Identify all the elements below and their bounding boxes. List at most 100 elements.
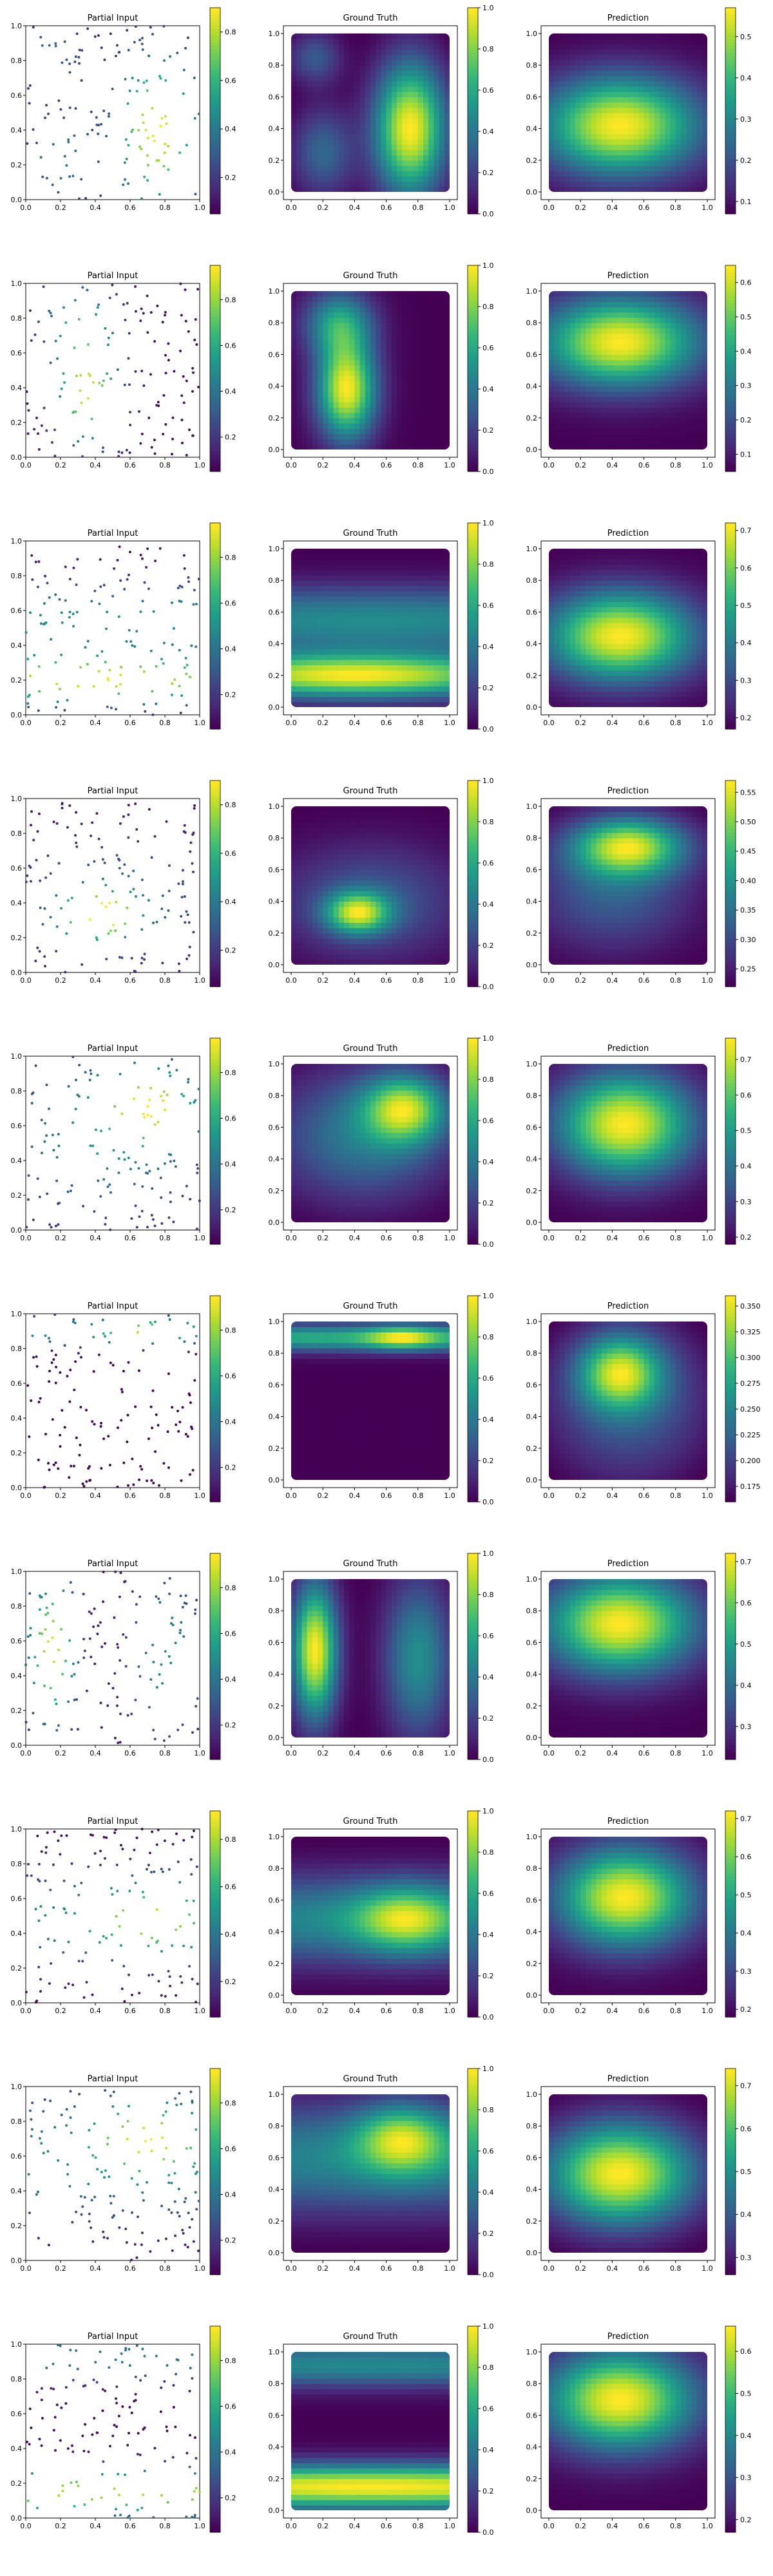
gt-1-cell <box>376 301 381 308</box>
gt-0-cell <box>338 65 345 71</box>
partial-input-cbar-cell <box>210 341 220 345</box>
pred-1-cell <box>675 317 682 323</box>
pred-1-cell <box>549 381 555 387</box>
partial-input-cbar-cell <box>210 632 220 637</box>
gt-1-cell <box>338 354 345 361</box>
pred-1-cell <box>633 365 639 371</box>
partial-input-cbar-tick-label: 0.6 <box>225 341 236 350</box>
pred-0-cell <box>564 70 571 77</box>
gt-1-cell <box>349 397 355 402</box>
pred-0-cell <box>554 155 560 161</box>
gt-2-cell <box>338 701 345 707</box>
gt-1-cell <box>370 417 376 424</box>
pred-0-cell <box>638 123 645 129</box>
pred-0-cell <box>586 181 592 187</box>
pred-1-cell <box>665 397 671 402</box>
gt-0-cell <box>365 70 371 77</box>
partial-input-xtick-label: 0.2 <box>55 719 66 727</box>
gt-1-cell <box>301 344 308 350</box>
gt-0-cell <box>376 86 381 92</box>
pred-0-cell <box>554 91 560 97</box>
scatter-point <box>86 27 90 30</box>
partial-input-cbar-cell <box>210 269 220 273</box>
scatter-point <box>59 334 62 337</box>
pred-1-cell <box>575 338 581 345</box>
gt-0-cell <box>328 128 334 135</box>
partial-input-cbar-cell <box>210 90 220 94</box>
gt-1-cell <box>312 296 318 302</box>
pred-1-cell <box>622 301 629 308</box>
gt-1-cell <box>344 381 350 387</box>
prediction-xtick-label: 0.4 <box>607 461 618 469</box>
gt-1-cell <box>370 301 376 308</box>
prediction-cbar-cell <box>725 76 736 80</box>
pred-1-cell <box>575 333 581 339</box>
pred-0-cell <box>554 118 560 124</box>
pred-1-cell <box>549 433 555 440</box>
pred-1-cell <box>660 402 665 408</box>
pred-1-cell <box>617 333 624 339</box>
gt-0-cell <box>386 102 392 108</box>
scatter-point <box>158 75 161 78</box>
gt-0-cell <box>412 54 419 61</box>
gt-0-cell <box>349 107 355 113</box>
prediction-cbar-cell <box>725 358 736 362</box>
gt-2-cell <box>391 691 397 697</box>
partial-input-cbar-cell <box>210 681 220 685</box>
gt-1-cell <box>391 381 397 387</box>
pred-1-cell <box>612 365 618 371</box>
pred-1-cell <box>591 428 597 434</box>
gt-1-cell <box>439 328 445 334</box>
gt-0-cell <box>397 75 403 82</box>
scatter-point <box>28 102 31 105</box>
pred-1-cell <box>612 370 618 376</box>
prediction-xtick-label: 0.0 <box>543 461 555 469</box>
gt-0-cell <box>354 139 361 145</box>
gt-1-cell <box>318 291 323 297</box>
scatter-point <box>95 123 99 126</box>
scatter-point <box>126 578 129 581</box>
pred-1-cell <box>549 397 555 402</box>
gt-1-cell <box>381 417 387 424</box>
gt-1-cell <box>307 296 313 302</box>
gt-0-cell <box>301 133 308 140</box>
gt-0-cell <box>391 107 397 113</box>
pred-0-cell <box>622 149 629 156</box>
gt-1-cell <box>370 333 376 339</box>
gt-0-cell <box>349 144 355 150</box>
gt-1-cell <box>444 291 450 297</box>
pred-1-cell <box>701 444 707 450</box>
gt-1-cell <box>397 370 403 376</box>
partial-input-cbar-cell <box>210 282 220 287</box>
ground-truth-frame <box>283 283 458 458</box>
gt-2-cell <box>291 696 297 703</box>
scatter-point <box>25 390 28 393</box>
scatter-point <box>179 349 182 352</box>
gt-1-cell <box>439 397 445 402</box>
partial-input-cbar-cell <box>210 564 220 568</box>
pred-1-cell <box>665 296 671 302</box>
pred-0-cell <box>569 44 576 50</box>
partial-input-cbar-cell <box>210 11 220 15</box>
gt-1-cell <box>407 333 414 339</box>
scatter-point <box>93 35 97 38</box>
pred-0-cell <box>681 97 687 103</box>
gt-1-cell <box>354 428 361 434</box>
scatter-point <box>190 644 193 647</box>
prediction-cbar-cell <box>725 124 736 129</box>
pred-0-cell <box>617 60 624 66</box>
ground-truth-cbar-cell <box>468 35 478 39</box>
gt-0-cell <box>423 186 429 192</box>
pred-0-cell <box>660 133 665 140</box>
pred-1-cell <box>665 307 671 313</box>
pred-1-cell <box>633 439 639 445</box>
partial-input-xtick-label: 0.8 <box>159 204 171 212</box>
gt-1-cell <box>402 301 408 308</box>
scatter-point <box>62 306 65 309</box>
gt-1-cell <box>354 301 361 308</box>
gt-0-cell <box>349 70 355 77</box>
gt-1-cell <box>344 386 350 392</box>
pred-0-cell <box>675 133 682 140</box>
pred-0-cell <box>612 39 618 44</box>
pred-1-cell <box>681 312 687 318</box>
